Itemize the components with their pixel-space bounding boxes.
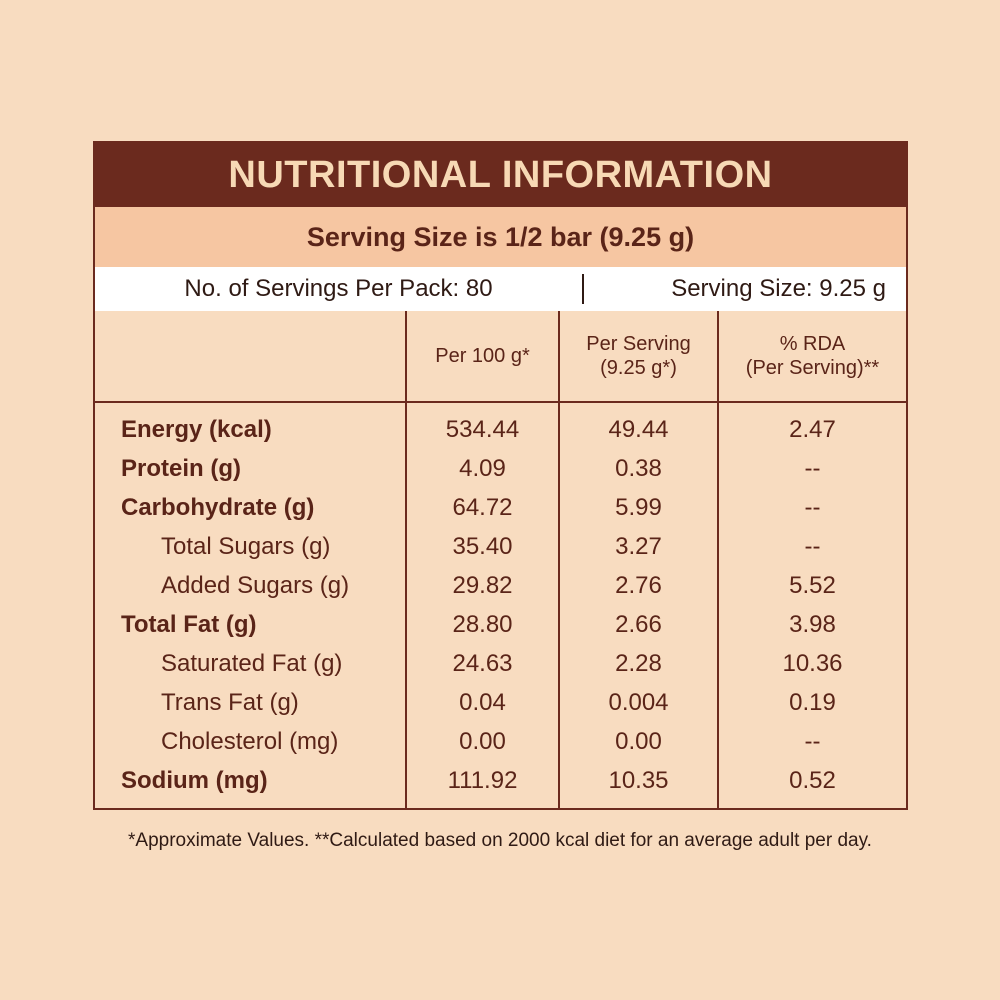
row-label: Total Fat (g) [121, 611, 257, 638]
cell-value: 10.35 [608, 767, 669, 794]
cell-value: -- [804, 494, 821, 521]
column-divider [405, 311, 407, 808]
cell-value: 5.52 [789, 572, 836, 599]
cell-value: 0.04 [459, 689, 506, 716]
footnote: *Approximate Values. **Calculated based … [128, 830, 872, 851]
row-label: Saturated Fat (g) [161, 650, 343, 677]
column-header-line: % RDA [779, 333, 846, 355]
cell-value: 5.99 [615, 494, 662, 521]
serving-banner: Serving Size is 1/2 bar (9.25 g) [95, 207, 906, 267]
row-label: Carbohydrate (g) [121, 494, 315, 521]
cell-value: 0.52 [789, 767, 836, 794]
cell-value: 3.27 [615, 533, 662, 560]
servings-per-pack: No. of Servings Per Pack: 80 [184, 275, 493, 302]
cell-value: 111.92 [447, 767, 518, 794]
column-header-line: Per 100 g* [435, 345, 530, 367]
header-divider [95, 401, 906, 403]
cell-value: 28.80 [452, 611, 513, 638]
cell-value: 24.63 [452, 650, 513, 677]
cell-value: 3.98 [789, 611, 836, 638]
cell-value: 2.76 [615, 572, 662, 599]
cell-value: 49.44 [608, 416, 669, 443]
column-divider [558, 311, 560, 808]
column-header: Per Serving (9.25 g*) [560, 311, 717, 401]
cell-value: -- [804, 728, 821, 755]
cell-value: -- [804, 455, 821, 482]
column-divider [717, 311, 719, 808]
cell-value: -- [804, 533, 821, 560]
title: NUTRITIONAL INFORMATION [95, 143, 906, 207]
cell-value: 0.38 [615, 455, 662, 482]
row-label: Added Sugars (g) [161, 572, 350, 599]
cell-value: 29.82 [452, 572, 513, 599]
row-label: Total Sugars (g) [161, 533, 331, 560]
column-header: Per 100 g* [407, 311, 558, 401]
cell-value: 2.47 [789, 416, 836, 443]
row-label: Trans Fat (g) [161, 689, 299, 716]
nutrition-panel: NUTRITIONAL INFORMATION Serving Size is … [93, 141, 908, 810]
cell-value: 10.36 [782, 650, 843, 677]
cell-value: 35.40 [452, 533, 513, 560]
column-header: % RDA (Per Serving)** [719, 311, 906, 401]
cell-value: 534.44 [445, 416, 520, 443]
row-label: Cholesterol (mg) [161, 728, 339, 755]
cell-value: 0.00 [615, 728, 662, 755]
row-label: Energy (kcal) [121, 416, 272, 443]
cell-value: 0.00 [459, 728, 506, 755]
cell-value: 2.66 [615, 611, 662, 638]
cell-value: 64.72 [452, 494, 513, 521]
cell-value: 2.28 [615, 650, 662, 677]
column-header-line: (Per Serving)** [745, 357, 880, 379]
row-label: Sodium (mg) [121, 767, 268, 794]
separator [582, 274, 584, 304]
cell-value: 0.004 [608, 689, 669, 716]
info-row: No. of Servings Per Pack: 80 Serving Siz… [95, 267, 906, 311]
serving-size: Serving Size: 9.25 g [671, 275, 886, 302]
column-header-line: Per Serving [586, 333, 691, 355]
column-header-line: (9.25 g*) [600, 357, 677, 379]
cell-value: 4.09 [459, 455, 506, 482]
cell-value: 0.19 [789, 689, 836, 716]
row-label: Protein (g) [121, 455, 241, 482]
